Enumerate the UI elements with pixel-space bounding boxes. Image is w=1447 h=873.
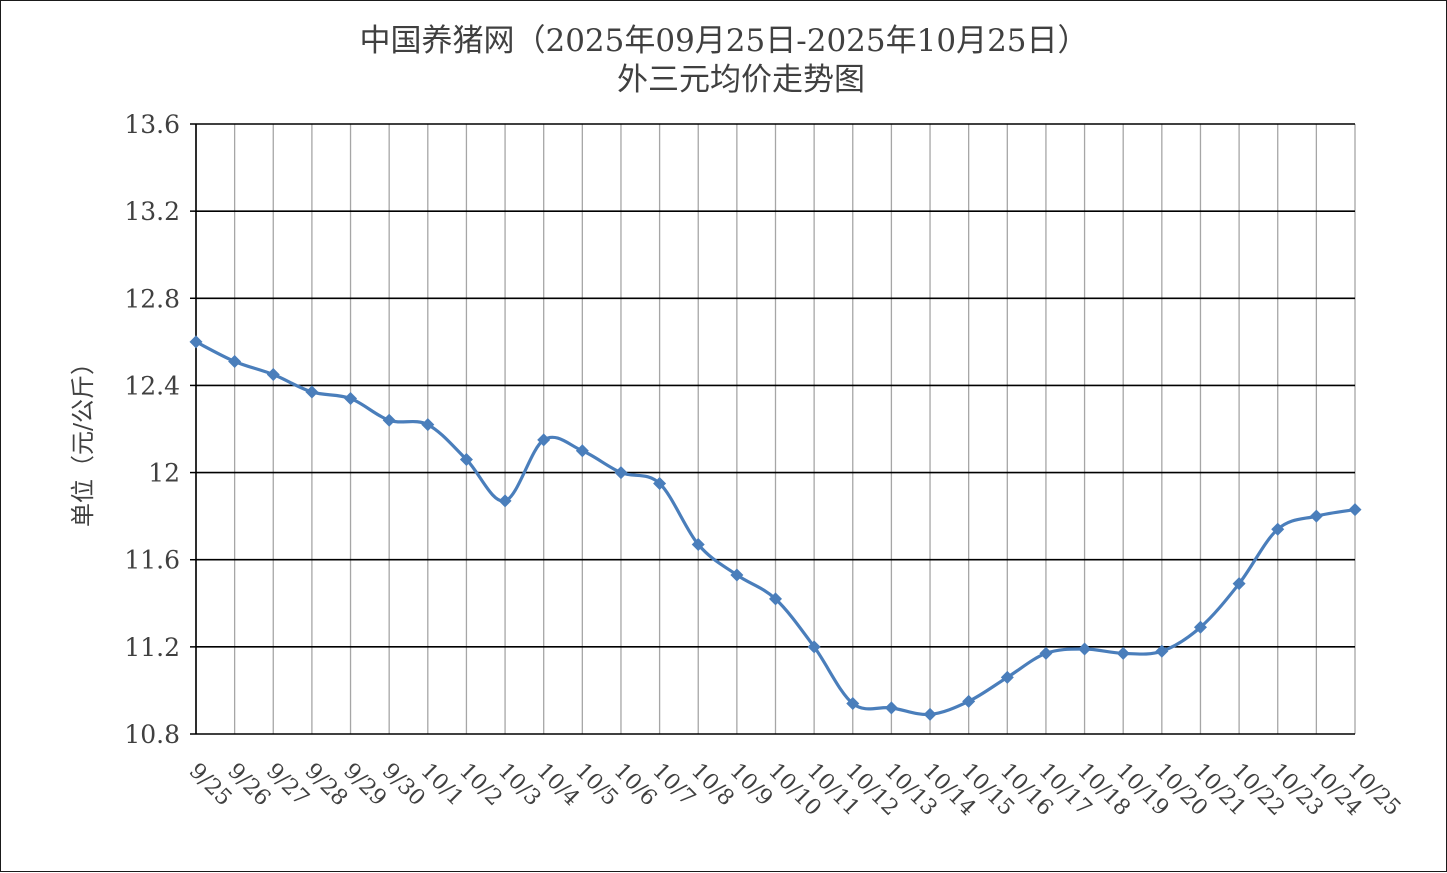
series-layer: [189, 335, 1362, 721]
x-tick-label: 10/1: [416, 759, 469, 812]
data-point-marker: [1000, 670, 1014, 684]
x-tick-label: 10/9: [725, 759, 778, 812]
x-tick-label: 10/2: [454, 759, 507, 812]
x-tick-label: 10/8: [686, 759, 739, 812]
x-tick-label: 10/4: [531, 759, 584, 812]
x-tick-label: 10/7: [647, 759, 700, 812]
y-tick-label: 10.8: [124, 720, 180, 749]
chart-subtitle: 外三元均价走势图: [617, 62, 865, 98]
data-point-marker: [498, 494, 512, 508]
data-point-marker: [575, 444, 589, 458]
x-tick-label: 10/3: [493, 759, 546, 812]
data-point-marker: [884, 701, 898, 715]
data-point-marker: [382, 413, 396, 427]
data-point-marker: [459, 453, 473, 466]
y-tick-label: 13.6: [124, 110, 180, 139]
x-tick-label: 9/26: [222, 759, 275, 812]
grid-layer: [190, 123, 1356, 735]
data-point-marker: [537, 433, 551, 447]
x-tick-label: 10/5: [570, 759, 623, 812]
data-point-marker: [769, 592, 782, 606]
data-point-marker: [614, 466, 628, 480]
x-tick-labels: 9/259/269/279/289/299/3010/110/210/310/4…: [184, 759, 1406, 822]
y-tick-label: 11.2: [124, 633, 180, 662]
x-tick-label: 10/6: [609, 759, 662, 812]
data-point-marker: [421, 418, 435, 432]
y-tick-label: 12: [148, 459, 180, 488]
data-point-marker: [846, 697, 860, 710]
data-point-marker: [1348, 503, 1362, 517]
data-point-marker: [266, 368, 280, 382]
data-point-marker: [1155, 644, 1169, 658]
x-tick-label: 9/27: [261, 759, 314, 812]
x-tick-label: 9/28: [300, 759, 353, 812]
x-tick-label: 9/25: [184, 759, 237, 812]
data-point-marker: [691, 537, 705, 551]
chart-title: 中国养猪网（2025年09月25日-2025年10月25日）: [359, 23, 1088, 59]
y-tick-label: 11.6: [124, 546, 180, 575]
data-point-marker: [730, 568, 744, 582]
data-point-marker: [1039, 646, 1053, 660]
y-tick-labels: 10.8 11.2 11.6 12 12.4 12.8 13.2 13.6: [124, 110, 180, 749]
x-tick-label: 9/30: [377, 759, 430, 812]
data-point-marker: [1232, 577, 1246, 591]
data-point-marker: [228, 354, 242, 368]
data-point-marker: [1116, 646, 1130, 660]
data-point-marker: [1309, 509, 1323, 523]
data-point-marker: [653, 476, 667, 490]
x-tick-label: 9/29: [338, 759, 391, 812]
data-point-marker: [923, 707, 937, 721]
y-axis-label: 单位（元/公斤）: [69, 351, 97, 527]
y-tick-label: 12.4: [124, 371, 180, 400]
y-tick-label: 12.8: [124, 284, 180, 313]
data-point-marker: [807, 640, 821, 654]
data-point-marker: [962, 694, 976, 708]
y-tick-label: 13.2: [124, 197, 180, 226]
data-point-marker: [1193, 620, 1207, 634]
data-point-marker: [344, 392, 358, 405]
data-point-marker: [1271, 522, 1285, 536]
data-point-marker: [189, 335, 203, 349]
data-point-marker: [305, 385, 319, 399]
data-point-marker: [1078, 642, 1092, 656]
